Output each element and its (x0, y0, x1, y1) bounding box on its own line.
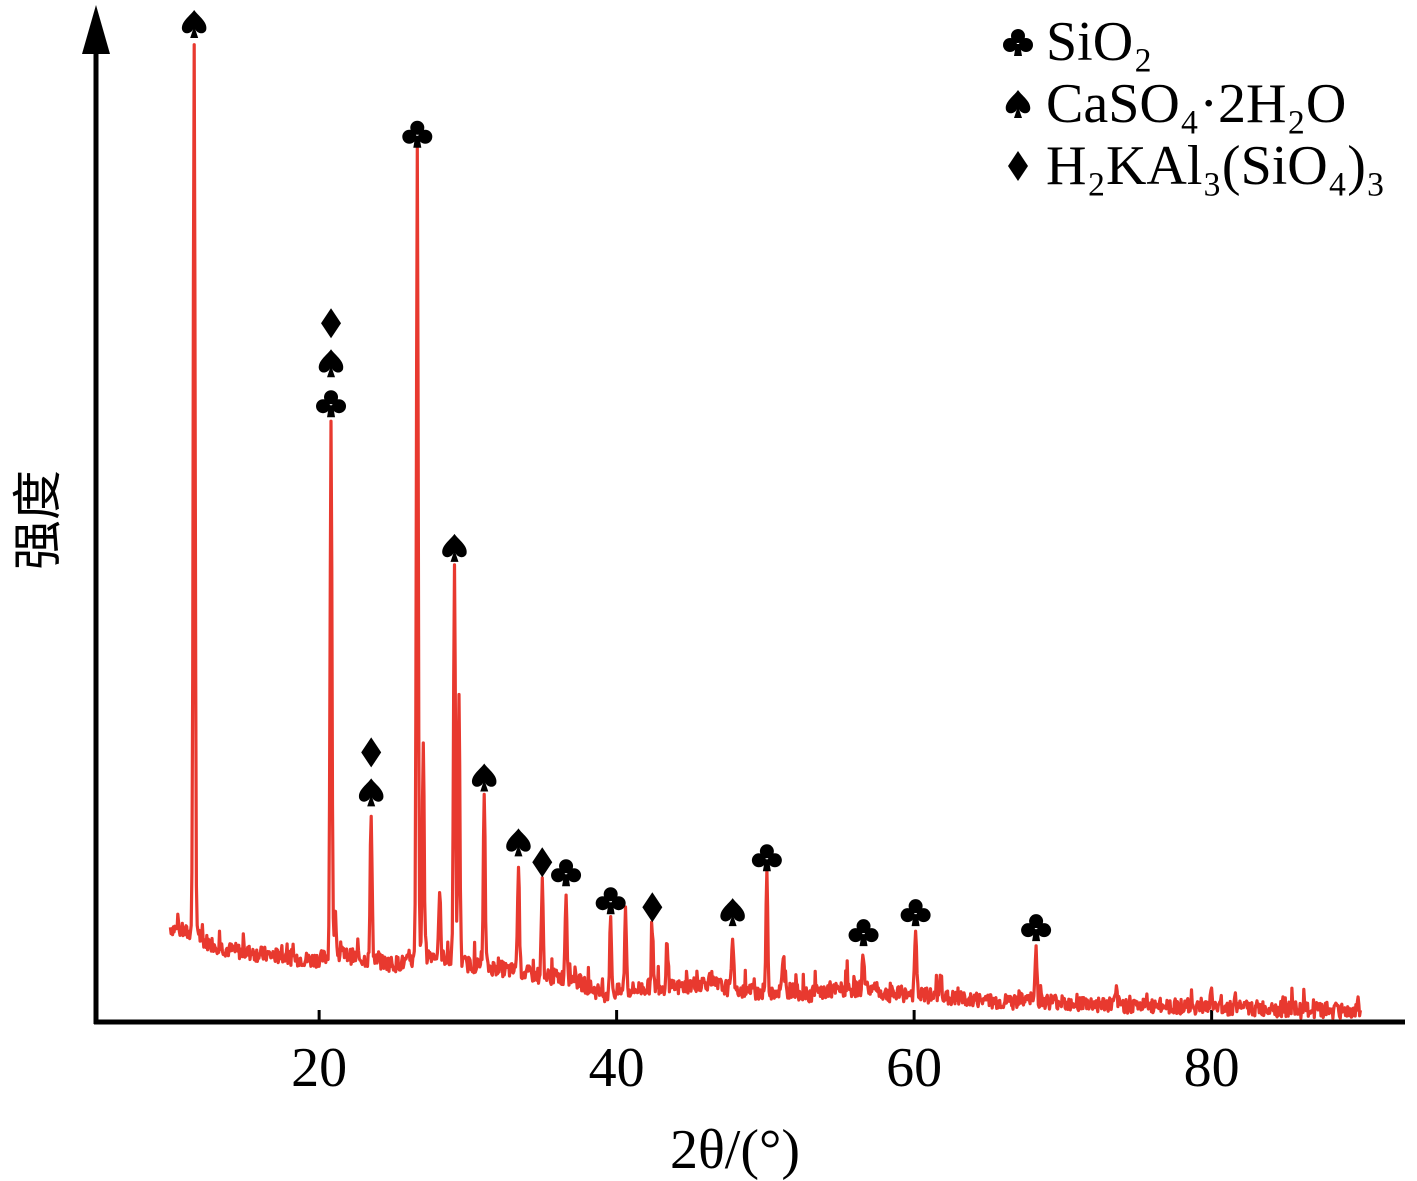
club-icon (551, 859, 582, 887)
y-axis-arrow-icon (82, 5, 110, 54)
diamond-icon (361, 737, 382, 768)
spade-icon (318, 349, 344, 378)
legend-item-spade: CaSO₄·2H₂O (1005, 73, 1346, 135)
legend-label: SiO₂ (1046, 11, 1153, 73)
diamond-icon (321, 308, 342, 339)
spade-icon (358, 778, 384, 807)
x-axis-title: 2θ/(°) (670, 1119, 800, 1181)
x-ticks: 20 40 60 80 (291, 1010, 1240, 1099)
diamond-icon (642, 892, 663, 923)
x-tick-label: 80 (1184, 1037, 1240, 1099)
spade-icon (1005, 90, 1031, 118)
y-axis-title: 强度 (9, 470, 67, 570)
axes (82, 5, 1405, 1025)
peak-annotations (181, 9, 1052, 947)
spade-icon (181, 9, 207, 38)
diamond-icon (1008, 151, 1028, 181)
x-tick-label: 60 (886, 1037, 942, 1099)
spade-icon (720, 898, 745, 927)
club-icon (1021, 914, 1052, 942)
club-icon (595, 887, 626, 915)
club-icon (848, 919, 879, 947)
legend-label: CaSO₄·2H₂O (1046, 73, 1346, 135)
club-icon (751, 844, 782, 872)
spade-icon (506, 828, 531, 857)
series-layer (168, 43, 1362, 1020)
x-tick-label: 20 (291, 1037, 347, 1099)
diamond-icon (532, 847, 553, 878)
legend-label: H₂KAl₃(SiO₄)₃ (1046, 135, 1385, 197)
club-icon (1003, 29, 1033, 56)
club-icon (402, 120, 433, 148)
spade-icon (471, 763, 497, 792)
spade-icon (442, 533, 467, 562)
club-icon (316, 390, 347, 418)
legend-item-diamond: H₂KAl₃(SiO₄)₃ (1008, 135, 1385, 197)
x-tick-label: 40 (589, 1037, 645, 1099)
xrd-pattern-line (168, 43, 1362, 1020)
club-icon (900, 899, 931, 927)
legend-item-club: SiO₂ (1003, 11, 1153, 73)
